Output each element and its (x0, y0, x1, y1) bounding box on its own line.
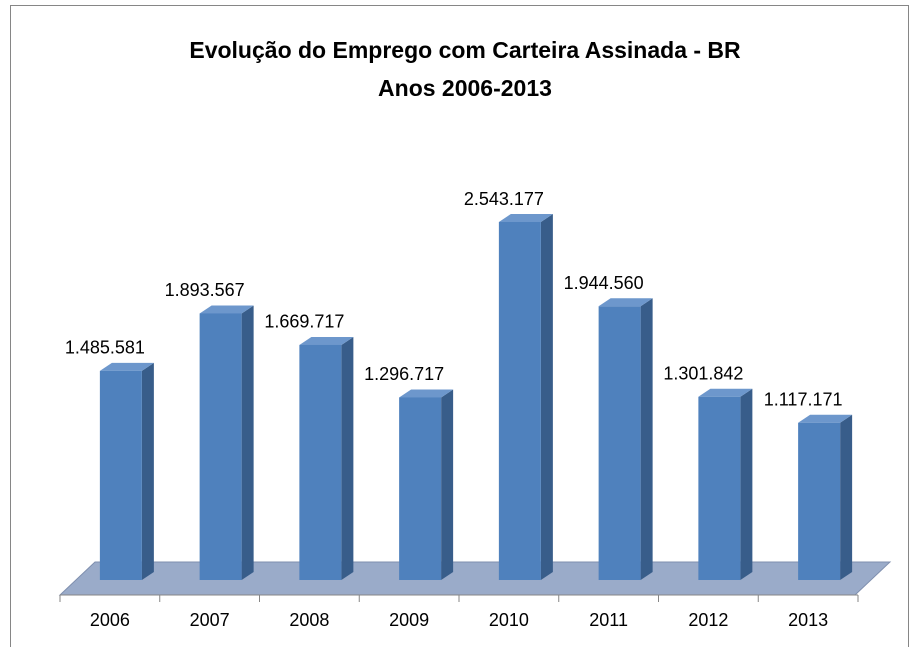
data-label: 2.543.177 (464, 189, 544, 209)
bar-side (740, 388, 753, 580)
bar-top (299, 336, 354, 345)
floor (58, 561, 892, 596)
bar-top (798, 414, 853, 423)
chart-title: Evolução do Emprego com Carteira Assinad… (189, 37, 741, 63)
x-tick-label: 2013 (788, 610, 828, 630)
data-label: 1.301.842 (663, 363, 743, 383)
x-tick-label: 2011 (589, 610, 628, 630)
bar-side (640, 298, 653, 580)
bar (698, 396, 741, 580)
bar-side (341, 336, 354, 580)
data-label: 1.485.581 (65, 338, 145, 358)
bar-top (199, 305, 254, 314)
bar-side (141, 362, 154, 580)
bar (498, 222, 541, 580)
bar (399, 397, 442, 580)
bar (798, 422, 841, 580)
bar-top (598, 298, 653, 307)
x-tick-label: 2009 (389, 610, 429, 630)
bar-side (441, 389, 454, 580)
data-label: 1.669.717 (264, 312, 344, 332)
chart-border (10, 5, 909, 647)
x-tick-label: 2008 (289, 610, 329, 630)
bar-top (698, 388, 753, 397)
x-tick-label: 2010 (489, 610, 529, 630)
bar (299, 344, 342, 580)
data-label: 1.893.567 (165, 280, 245, 300)
x-tick-label: 2007 (190, 610, 230, 630)
bar (99, 370, 142, 580)
data-label: 1.117.171 (764, 389, 843, 409)
x-tick-label: 2012 (688, 610, 728, 630)
bar-side (840, 414, 853, 580)
data-label: 1.944.560 (564, 273, 644, 293)
bar-side (540, 214, 553, 580)
bar-side (241, 305, 254, 580)
bar-top (399, 389, 454, 398)
bar (598, 306, 641, 580)
x-tick-label: 2006 (90, 610, 130, 630)
bar (199, 313, 242, 580)
data-label: 1.296.717 (364, 364, 444, 384)
chart-subtitle: Anos 2006-2013 (378, 75, 552, 101)
bar-top (498, 214, 553, 222)
bar-top (99, 362, 154, 371)
